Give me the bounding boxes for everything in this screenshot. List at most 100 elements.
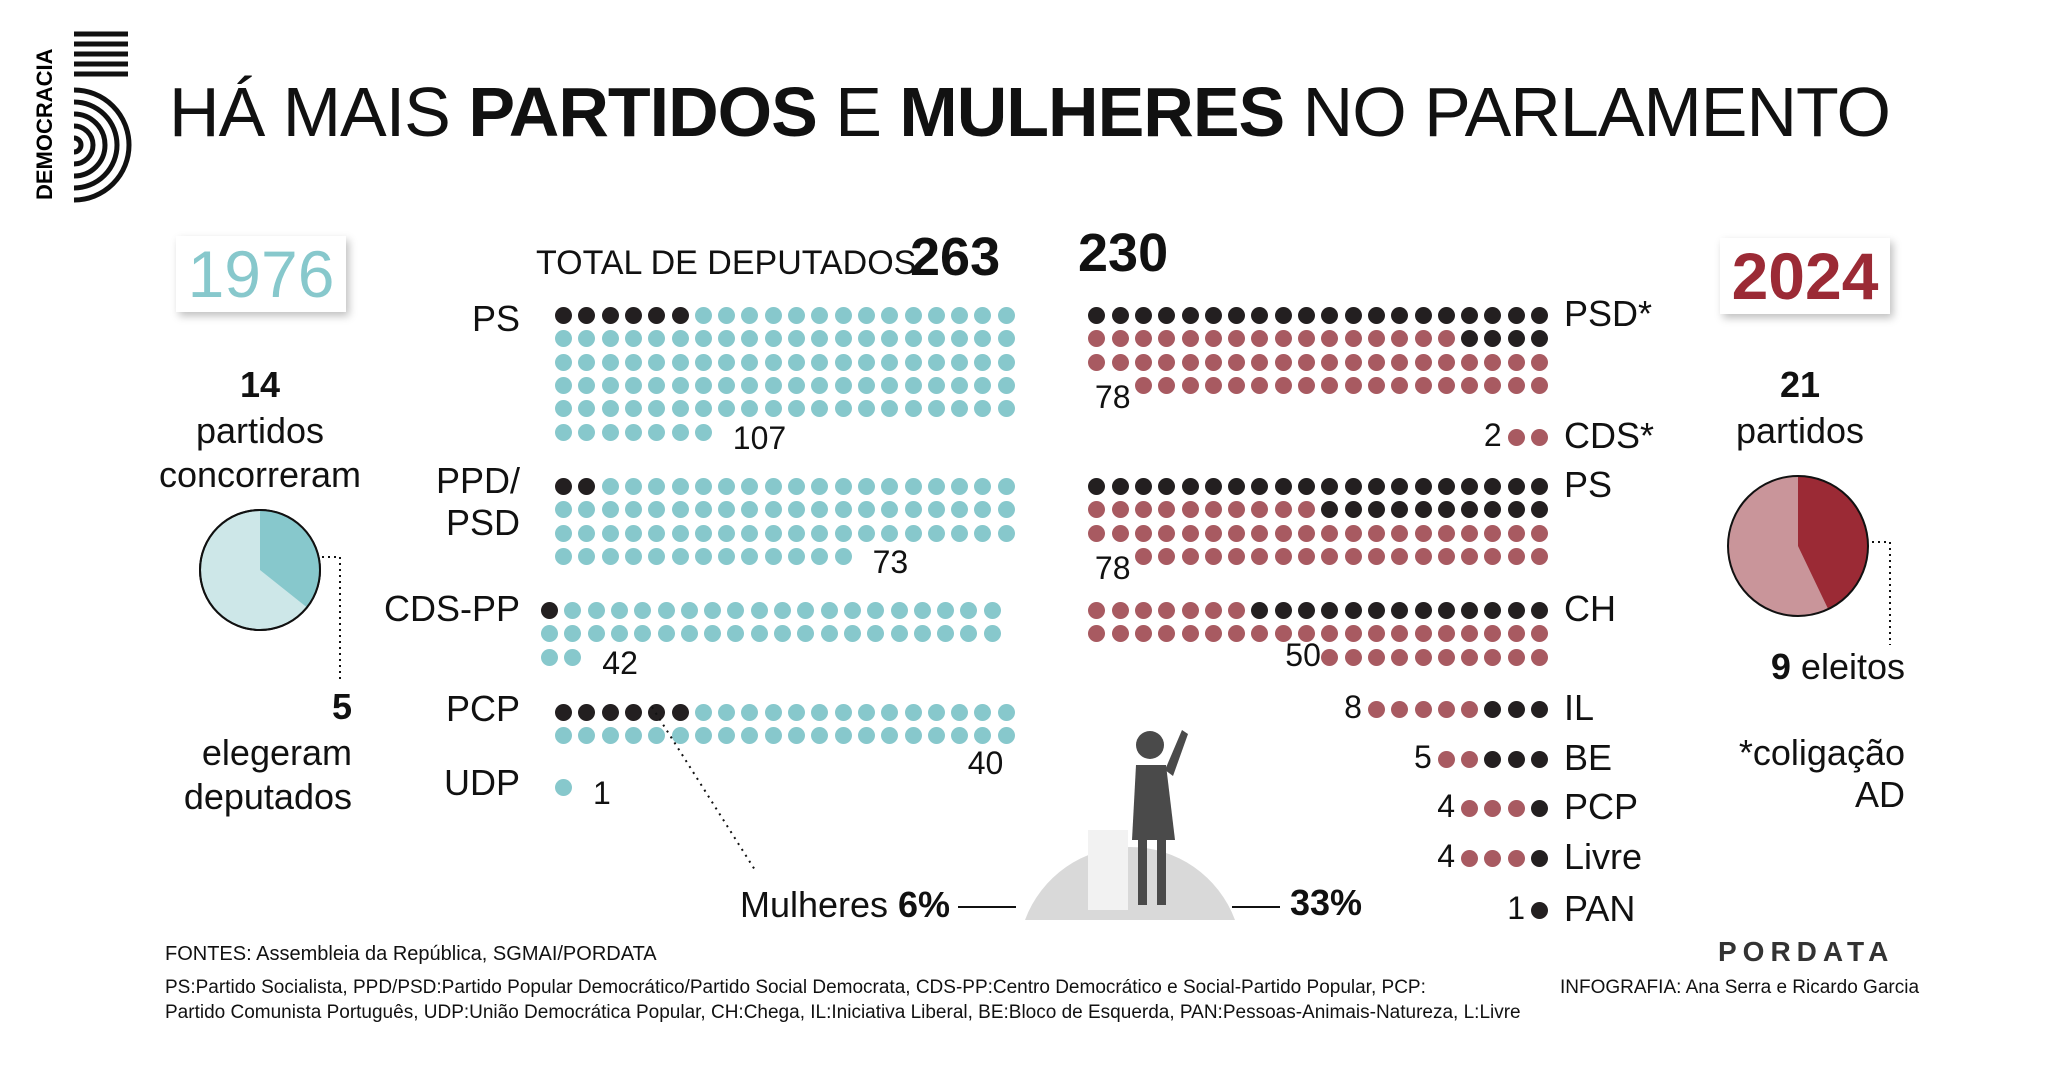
man-dot xyxy=(601,727,619,745)
man-dot xyxy=(648,524,666,542)
woman-dot xyxy=(624,704,642,721)
woman-dot xyxy=(578,704,596,721)
man-dot xyxy=(671,501,689,519)
man-dot xyxy=(951,400,969,418)
man-dot xyxy=(1507,429,1525,446)
man-dot xyxy=(797,602,815,619)
man-dot xyxy=(811,727,829,745)
man-dot xyxy=(610,625,628,643)
man-dot xyxy=(997,400,1015,418)
woman-dot xyxy=(1367,602,1385,619)
man-dot xyxy=(648,547,666,565)
man-dot xyxy=(1228,524,1246,542)
man-dot xyxy=(694,353,712,371)
man-dot xyxy=(927,330,945,348)
man-dot xyxy=(811,330,829,348)
man-dot xyxy=(601,501,619,519)
man-dot xyxy=(997,330,1015,348)
woman-dot xyxy=(601,307,619,324)
man-dot xyxy=(811,353,829,371)
man-dot xyxy=(1298,524,1315,542)
man-dot xyxy=(951,478,969,495)
pie-2024-elected-slice xyxy=(1798,476,1868,610)
man-dot xyxy=(811,547,829,565)
man-dot xyxy=(913,602,931,619)
woman-dot xyxy=(1274,307,1292,324)
man-dot xyxy=(1298,547,1315,565)
man-dot xyxy=(671,547,689,565)
man-dot xyxy=(927,353,945,371)
man-dot xyxy=(1437,751,1455,768)
man-dot xyxy=(1274,330,1292,348)
man-dot xyxy=(834,307,852,324)
man-dot xyxy=(867,602,885,619)
women-2024-line xyxy=(1232,906,1280,908)
woman-dot xyxy=(1367,501,1385,519)
man-dot xyxy=(1507,850,1525,867)
woman-dot xyxy=(1531,602,1548,619)
man-dot xyxy=(741,547,759,565)
man-dot xyxy=(764,330,782,348)
man-dot xyxy=(578,330,596,348)
parties-1976-count: 14 xyxy=(239,364,281,405)
man-dot xyxy=(555,400,572,418)
woman-dot xyxy=(624,307,642,324)
woman-dot xyxy=(1507,501,1525,519)
woman-dot xyxy=(1344,307,1362,324)
man-dot xyxy=(671,376,689,394)
man-dot xyxy=(1274,547,1292,565)
man-dot xyxy=(904,704,922,721)
footnote-line1: PS:Partido Socialista, PPD/PSD:Partido P… xyxy=(165,977,1426,998)
woman-dot xyxy=(1251,602,1269,619)
seat-count: 42 xyxy=(602,644,638,681)
man-dot xyxy=(718,547,736,565)
man-dot xyxy=(1228,353,1246,371)
man-dot xyxy=(811,704,829,721)
woman-dot xyxy=(1437,602,1455,619)
man-dot xyxy=(1507,648,1525,666)
woman-dot xyxy=(671,704,689,721)
man-dot xyxy=(1437,701,1455,718)
man-dot xyxy=(1507,800,1525,817)
man-dot xyxy=(671,478,689,495)
man-dot xyxy=(904,478,922,495)
man-dot xyxy=(1321,648,1339,666)
woman-dot xyxy=(1414,478,1432,495)
woman-dot xyxy=(541,602,558,619)
man-dot xyxy=(1507,625,1525,643)
man-dot xyxy=(634,625,652,643)
man-dot xyxy=(578,400,596,418)
man-dot xyxy=(1111,602,1129,619)
man-dot xyxy=(1088,524,1106,542)
man-dot xyxy=(834,400,852,418)
man-dot xyxy=(1507,547,1525,565)
man-dot xyxy=(694,501,712,519)
leader-line-2024 xyxy=(1872,541,1891,645)
man-dot xyxy=(648,423,666,441)
man-dot xyxy=(1321,625,1339,643)
man-dot xyxy=(997,704,1015,721)
man-dot xyxy=(718,330,736,348)
credits: INFOGRAFIA: Ana Serra e Ricardo Garcia xyxy=(1560,977,1920,998)
man-dot xyxy=(1414,330,1432,348)
man-dot xyxy=(718,704,736,721)
man-dot xyxy=(555,779,572,796)
man-dot xyxy=(834,376,852,394)
woman-dot xyxy=(1507,751,1525,768)
man-dot xyxy=(1088,330,1106,348)
man-dot xyxy=(578,547,596,565)
man-dot xyxy=(1531,648,1548,666)
man-dot xyxy=(1391,524,1409,542)
man-dot xyxy=(1461,625,1479,643)
man-dot xyxy=(601,423,619,441)
man-dot xyxy=(1531,524,1548,542)
man-dot xyxy=(811,524,829,542)
man-dot xyxy=(1228,330,1246,348)
woman-dot xyxy=(1507,330,1525,348)
man-dot xyxy=(890,625,908,643)
party-label: Livre xyxy=(1564,836,1643,877)
seat-count: 1 xyxy=(1507,890,1525,926)
man-dot xyxy=(857,524,875,542)
elected-2024: 9 eleitos xyxy=(1770,646,1905,687)
